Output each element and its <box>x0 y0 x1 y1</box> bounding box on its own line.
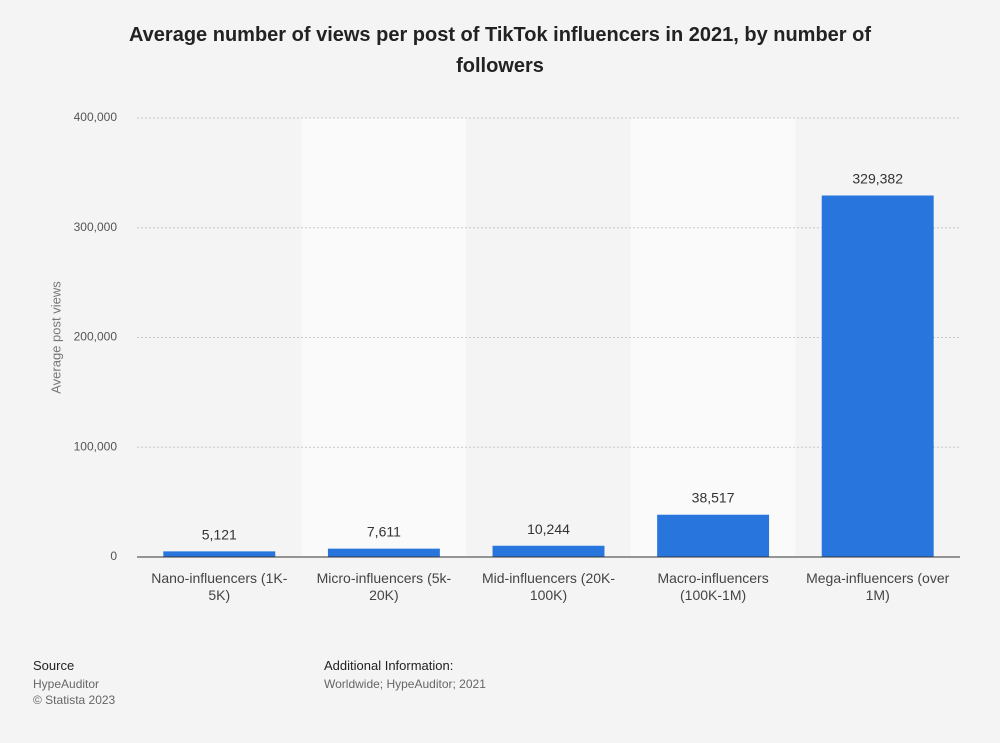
value-label: 10,244 <box>527 521 570 537</box>
y-tick-label: 200,000 <box>74 330 118 344</box>
bar <box>821 195 934 558</box>
y-tick-label: 400,000 <box>74 110 118 124</box>
copyright: © Statista 2023 <box>33 693 116 707</box>
bar <box>492 545 605 557</box>
source-heading: Source <box>33 658 75 673</box>
y-tick-label: 0 <box>110 549 117 563</box>
x-tick-label: Micro-influencers (5k-20K) <box>316 570 452 603</box>
x-tick-label: Macro-influencers (100K-1M) <box>657 570 769 603</box>
y-tick-label: 100,000 <box>74 439 118 453</box>
value-label: 5,121 <box>202 526 237 542</box>
info: Worldwide; HypeAuditor; 2021 <box>324 677 486 691</box>
bar <box>657 514 770 557</box>
x-tick-label: Mega-influencers (over 1M) <box>806 570 950 603</box>
y-axis-label: Average post views <box>48 281 63 394</box>
bar <box>327 548 440 557</box>
value-label: 329,382 <box>852 171 903 187</box>
value-label: 38,517 <box>692 490 735 506</box>
value-label: 7,611 <box>367 524 401 540</box>
x-tick-label: Nano-influencers (1K-5K) <box>151 570 288 603</box>
y-tick-label: 300,000 <box>74 220 118 234</box>
x-tick-label: Mid-influencers (20K-100K) <box>481 570 616 603</box>
bar <box>163 551 276 557</box>
info-heading: Additional Information: <box>324 658 454 673</box>
source: HypeAuditor <box>33 677 100 691</box>
chart-title: Average number of views per post of TikT… <box>128 24 872 77</box>
